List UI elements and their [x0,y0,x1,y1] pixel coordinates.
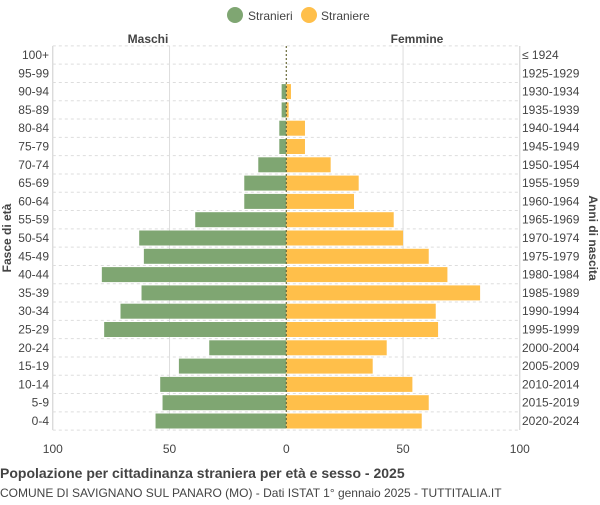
bar-female-50-54 [286,230,404,246]
birth-year-label: 1950-1954 [522,158,580,172]
bar-male-55-59 [195,212,287,228]
bar-male-15-19 [178,358,287,374]
bar-female-80-84 [286,120,305,136]
age-group-label: 65-69 [18,176,49,190]
age-group-label: 70-74 [18,158,49,172]
birth-year-label: 1965-1969 [522,213,580,227]
bar-female-55-59 [286,212,394,228]
bar-female-85-89 [286,102,289,118]
bar-male-20-24 [209,340,287,356]
x-tick-label: 50 [163,442,177,456]
legend-swatch-straniere [301,7,317,23]
bar-female-90-94 [286,84,291,100]
age-group-label: 100+ [22,48,49,62]
bar-female-5-9 [286,395,429,411]
bar-male-80-84 [279,120,287,136]
y-axis-label-left: Fasce di età [0,203,14,272]
age-group-label: 75-79 [18,140,49,154]
bar-male-30-34 [120,303,287,319]
age-group-label: 30-34 [18,304,49,318]
bar-male-60-64 [244,193,287,209]
age-group-label: 80-84 [18,121,49,135]
bar-male-50-54 [139,230,287,246]
y-axis-label-right: Anni di nascita [586,195,600,281]
birth-year-label: ≤ 1924 [522,48,559,62]
bar-female-40-44 [286,267,448,283]
birth-year-label: 1940-1944 [522,121,580,135]
age-group-label: 20-24 [18,341,49,355]
birth-year-label: 1960-1964 [522,194,580,208]
chart-subtitle: COMUNE DI SAVIGNANO SUL PANARO (MO) - Da… [0,486,502,500]
age-group-label: 0-4 [32,414,50,428]
birth-year-label: 2000-2004 [522,341,580,355]
age-group-label: 15-19 [18,359,49,373]
age-group-label: 45-49 [18,249,49,263]
birth-year-label: 2020-2024 [522,414,580,428]
bar-female-35-39 [286,285,481,301]
bar-male-90-94 [281,84,287,100]
legend-label-straniere: Straniere [321,9,370,23]
age-group-label: 50-54 [18,231,49,245]
birth-year-label: 1930-1934 [522,85,580,99]
legend-swatch-stranieri [227,7,243,23]
bar-male-75-79 [279,139,287,154]
bar-female-60-64 [286,193,355,209]
bar-male-10-14 [160,376,287,392]
age-group-label: 85-89 [18,103,49,117]
birth-year-label: 1935-1939 [522,103,580,117]
bar-male-40-44 [101,267,287,283]
birth-year-label: 1945-1949 [522,140,580,154]
birth-year-label: 1925-1929 [522,66,580,80]
bar-male-35-39 [141,285,287,301]
bar-male-85-89 [281,102,287,118]
age-group-label: 55-59 [18,213,49,227]
bar-female-15-19 [286,358,373,374]
bar-male-5-9 [162,395,287,411]
birth-year-label: 2015-2019 [522,396,580,410]
bar-female-75-79 [286,139,305,154]
age-group-label: 5-9 [32,396,50,410]
birth-year-label: 1980-1984 [522,268,580,282]
bar-female-0-4 [286,413,422,429]
birth-year-label: 2010-2014 [522,377,580,391]
age-group-label: 40-44 [18,268,49,282]
bar-female-25-29 [286,322,439,337]
bar-female-20-24 [286,340,387,356]
bar-male-65-69 [244,175,287,191]
bar-male-25-29 [104,322,287,337]
left-side-label: Maschi [128,32,169,46]
bar-female-70-74 [286,157,331,173]
legend: Stranieri Straniere [227,7,370,23]
birth-year-label: 1955-1959 [522,176,580,190]
legend-label-stranieri: Stranieri [248,9,293,23]
birth-year-label: 1990-1994 [522,304,580,318]
age-group-label: 90-94 [18,85,49,99]
birth-year-label: 1975-1979 [522,249,580,263]
chart-title: Popolazione per cittadinanza straniera p… [0,465,405,481]
x-tick-label: 100 [43,442,63,456]
birth-year-label: 2005-2009 [522,359,580,373]
age-group-label: 10-14 [18,377,49,391]
age-group-label: 25-29 [18,323,49,337]
x-tick-label: 100 [510,442,530,456]
right-side-label: Femmine [391,32,444,46]
bar-male-0-4 [155,413,287,429]
x-tick-label: 0 [283,442,290,456]
bar-female-45-49 [286,248,429,264]
birth-year-label: 1970-1974 [522,231,580,245]
age-group-label: 35-39 [18,286,49,300]
bar-female-65-69 [286,175,359,191]
x-tick-label: 50 [396,442,410,456]
birth-year-label: 1995-1999 [522,323,580,337]
age-group-label: 95-99 [18,66,49,80]
bar-male-70-74 [258,157,287,173]
bar-male-45-49 [143,248,287,264]
bar-female-10-14 [286,376,413,392]
birth-year-label: 1985-1989 [522,286,580,300]
bar-female-30-34 [286,303,436,319]
age-group-label: 60-64 [18,194,49,208]
